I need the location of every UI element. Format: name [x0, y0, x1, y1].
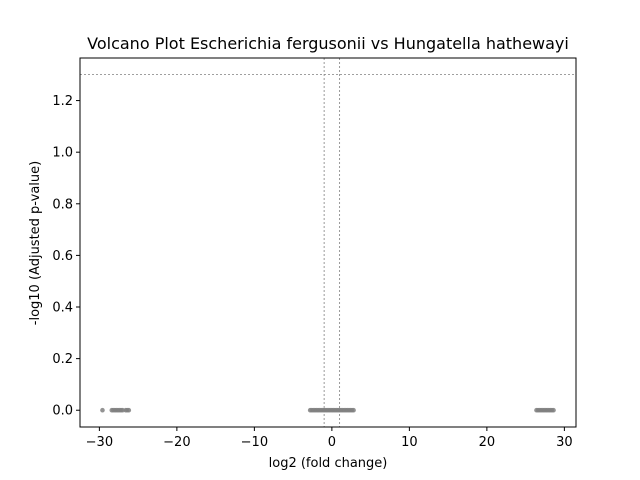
x-tick-label: 30 — [556, 435, 573, 450]
x-tick-label: −30 — [86, 435, 113, 450]
chart-title: Volcano Plot Escherichia fergusonii vs H… — [87, 34, 569, 53]
y-tick-label: 0.2 — [52, 352, 73, 367]
data-point — [351, 407, 356, 413]
y-tick-label: 1.2 — [52, 94, 73, 109]
data-point — [126, 407, 132, 413]
axes-frame — [79, 57, 577, 428]
x-axis-title: log2 (fold change) — [269, 456, 388, 471]
data-point — [100, 407, 105, 413]
x-tick-label: −20 — [163, 435, 190, 450]
x-tick-label: 20 — [479, 435, 496, 450]
y-tick-label: 0.8 — [52, 197, 73, 212]
x-tick-label: 0 — [328, 435, 336, 450]
x-tick-label: 10 — [401, 435, 418, 450]
y-tick-label: 0.6 — [52, 249, 73, 264]
x-tick-label: −10 — [241, 435, 268, 450]
plot-area: −30 −20 −10 0 10 20 30 0.0 0.2 0.4 0.6 0.8 1.0 1.2 — [52, 57, 577, 450]
y-tick-label: 0.0 — [52, 404, 73, 419]
y-axis-title: -log10 (Adjusted p-value) — [28, 161, 43, 325]
y-tick-label: 1.0 — [52, 146, 73, 161]
y-tick-label: 0.4 — [52, 301, 73, 316]
data-point — [551, 407, 556, 413]
